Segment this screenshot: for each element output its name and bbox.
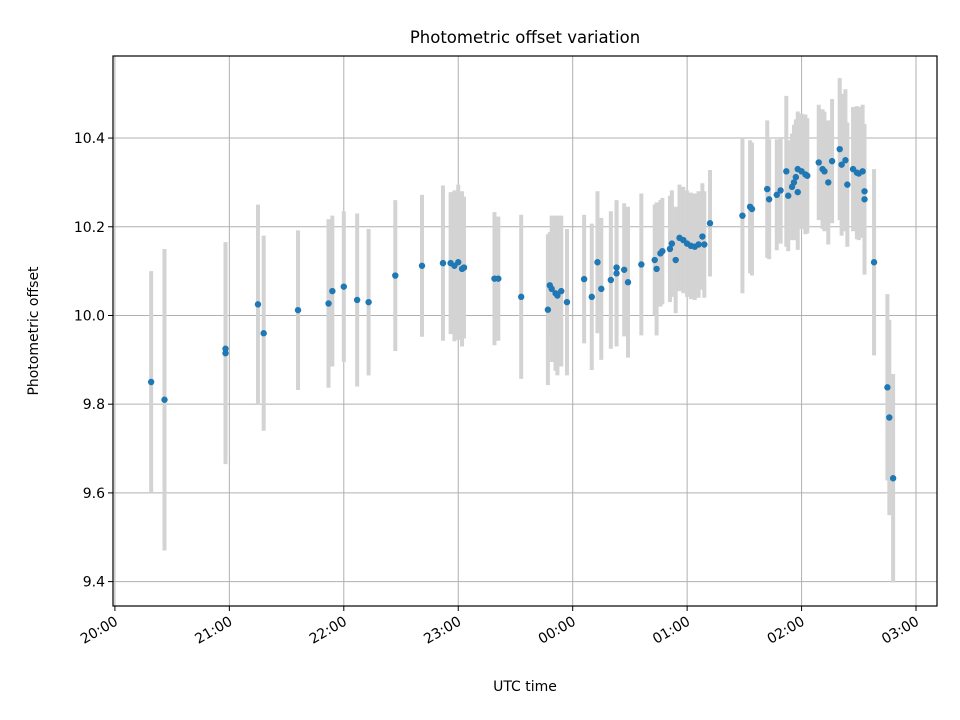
data-point	[455, 259, 462, 266]
data-point	[748, 205, 756, 213]
data-point	[844, 181, 851, 188]
data-point	[548, 285, 555, 293]
data-point	[325, 300, 332, 307]
data-point	[563, 298, 571, 306]
data-point	[836, 145, 843, 153]
data-point	[821, 168, 828, 175]
data-point	[825, 179, 832, 186]
data-point	[815, 159, 822, 166]
data-point	[517, 293, 525, 301]
data-point	[668, 240, 676, 247]
y-tick-label: 10.0	[74, 308, 105, 324]
chart-title: Photometric offset variation	[410, 28, 640, 47]
data-point	[792, 173, 800, 181]
data-point	[870, 259, 878, 266]
data-point	[861, 196, 868, 203]
data-point	[638, 261, 645, 268]
x-axis-label: UTC time	[493, 679, 557, 695]
y-tick-label: 9.6	[83, 486, 105, 502]
data-point	[838, 161, 845, 168]
data-point	[659, 247, 666, 255]
y-axis-label: Photometric offset	[26, 266, 42, 396]
data-point	[365, 298, 372, 306]
data-point	[147, 378, 155, 386]
data-point	[666, 245, 674, 253]
data-point	[773, 191, 780, 199]
data-point	[699, 233, 706, 240]
data-point	[329, 287, 336, 295]
data-point	[594, 259, 601, 266]
data-point	[392, 272, 399, 279]
data-point	[598, 285, 605, 293]
y-tick-label: 10.4	[74, 131, 105, 147]
data-point	[620, 266, 628, 273]
data-point	[558, 287, 565, 295]
data-point	[794, 188, 801, 196]
data-point	[790, 179, 798, 186]
data-point	[495, 275, 502, 282]
data-point	[418, 262, 426, 269]
data-point	[777, 187, 784, 194]
data-point	[580, 275, 588, 283]
data-point	[765, 196, 773, 203]
data-point	[460, 264, 468, 271]
data-point	[222, 345, 229, 352]
data-point	[739, 212, 746, 219]
data-point	[607, 276, 615, 284]
data-points	[147, 145, 897, 482]
data-point	[861, 188, 868, 195]
data-point	[353, 296, 361, 304]
y-tick-label: 10.2	[74, 220, 105, 236]
data-point	[842, 157, 849, 164]
data-point	[889, 475, 897, 482]
data-point	[613, 270, 620, 277]
data-point	[859, 168, 866, 175]
data-point	[260, 330, 267, 337]
data-point	[706, 220, 714, 227]
data-point	[804, 172, 811, 179]
data-point	[672, 256, 679, 264]
data-point	[544, 306, 552, 313]
data-point	[886, 414, 893, 421]
data-point	[624, 279, 632, 286]
y-tick-label: 9.4	[83, 575, 105, 591]
data-point	[884, 384, 891, 391]
data-point	[340, 283, 347, 290]
data-point	[764, 185, 771, 193]
data-point	[695, 241, 702, 248]
data-point	[701, 241, 708, 248]
plot-area-frame	[112, 55, 938, 607]
data-point	[439, 259, 447, 267]
data-point	[254, 301, 262, 308]
data-point	[161, 396, 168, 403]
y-axis-ticks: 9.4 9.6 9.8 10.0 10.2 10.4	[74, 131, 113, 591]
data-point	[588, 293, 595, 301]
data-point	[222, 349, 229, 357]
data-point	[554, 292, 561, 299]
data-point	[785, 192, 792, 199]
data-point	[653, 265, 660, 273]
data-point	[613, 264, 620, 271]
data-point	[783, 168, 790, 175]
y-tick-label: 9.8	[83, 397, 105, 413]
data-point	[828, 157, 836, 165]
data-point	[294, 306, 302, 314]
data-point	[651, 256, 658, 264]
